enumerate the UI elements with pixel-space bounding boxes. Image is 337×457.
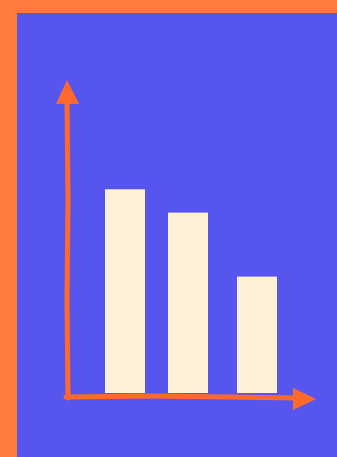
y-axis-line bbox=[64, 97, 71, 401]
x-axis-arrowhead bbox=[293, 388, 316, 410]
bar-3 bbox=[237, 276, 277, 393]
y-axis-arrowhead bbox=[56, 80, 79, 104]
bar-1 bbox=[105, 189, 145, 393]
bar-2 bbox=[168, 212, 208, 393]
x-axis-line bbox=[63, 393, 301, 401]
